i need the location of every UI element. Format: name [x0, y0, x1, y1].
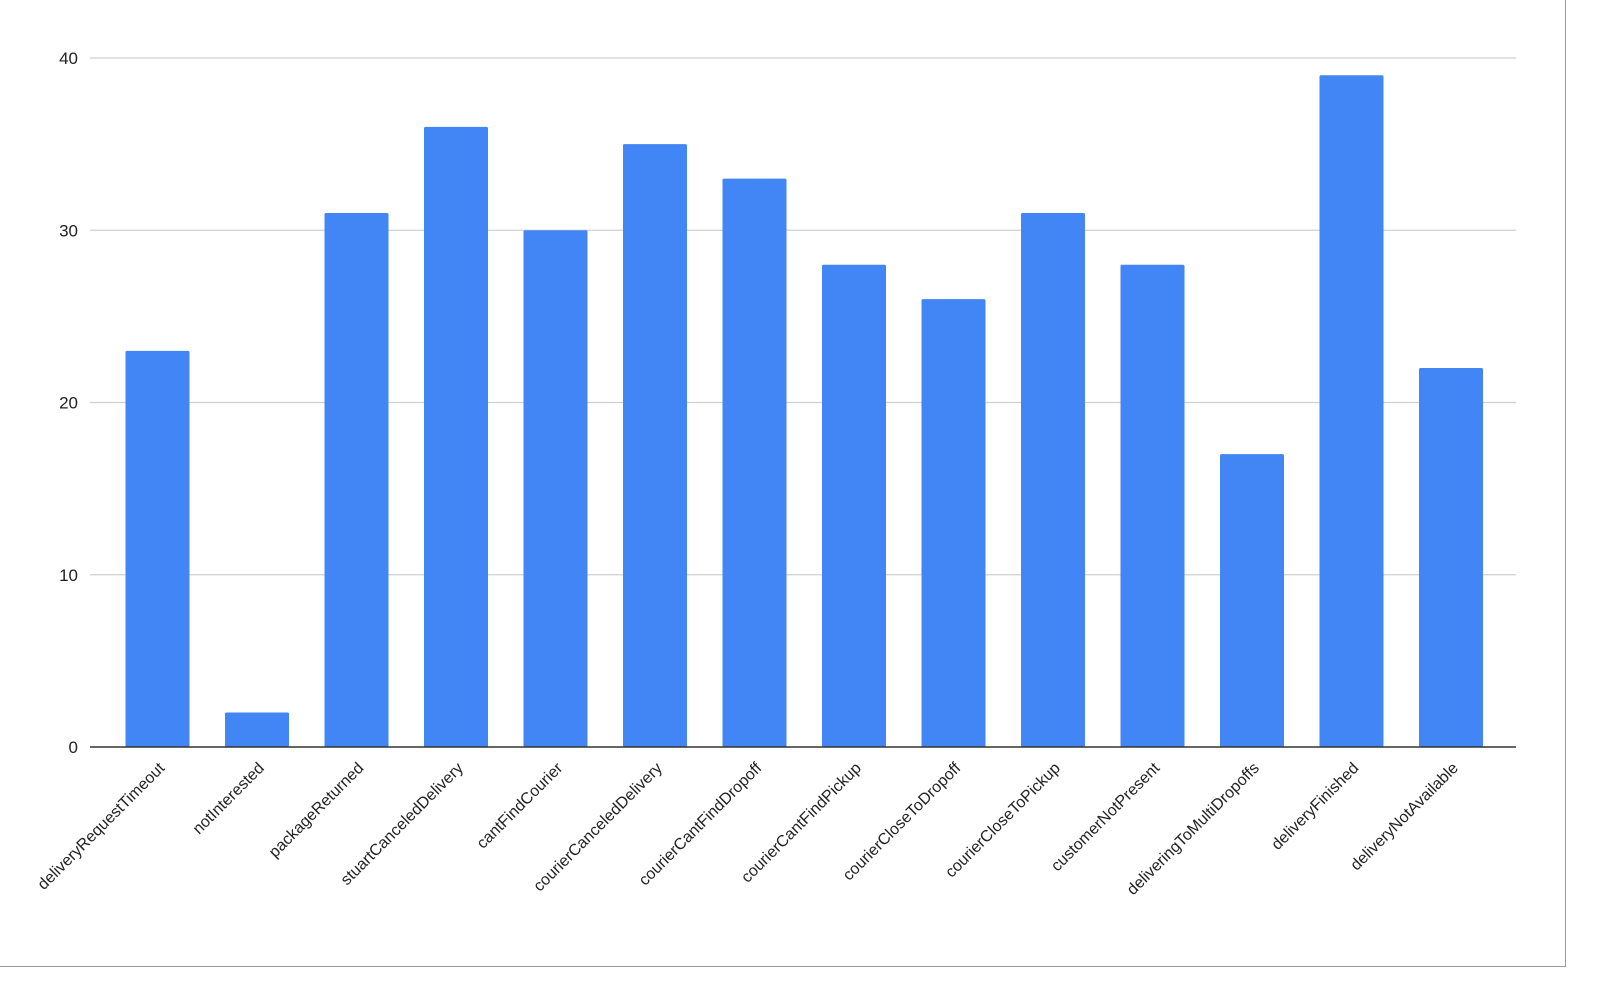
- grid-lines: [90, 57, 1516, 576]
- bar-chart: 0 10 20 30 40 deliveryRequestTimeout notInter…: [35, 49, 1516, 899]
- bar-cantFindCourier: [523, 230, 588, 747]
- bar-packageReturned: [324, 213, 389, 747]
- y-tick-label: 10: [59, 566, 78, 585]
- bar-deliveringToMultiDropoffs: [1220, 454, 1284, 747]
- bar-courierCanceledDelivery: [623, 144, 687, 747]
- x-tick-label: deliveryFinished: [1269, 760, 1363, 854]
- x-tick-label: customerNotPresent: [1048, 759, 1164, 875]
- y-tick-labels: 0 10 20 30 40: [59, 49, 78, 757]
- bar-deliveryRequestTimeout: [125, 350, 190, 747]
- bar-deliveryFinished: [1319, 75, 1384, 748]
- y-tick-label: 0: [69, 738, 78, 757]
- x-tick-label: cantFindCourier: [474, 759, 567, 852]
- bars: [125, 75, 1483, 748]
- x-tick-label: packageReturned: [266, 760, 367, 861]
- bar-courierCloseToDropoff: [921, 299, 986, 747]
- y-tick-label: 20: [59, 394, 78, 413]
- bar-stuartCanceledDelivery: [424, 126, 488, 747]
- x-tick-label: notInterested: [190, 760, 268, 838]
- x-tick-label: courierCloseToPickup: [942, 760, 1064, 882]
- bar-courierCantFindDropoff: [722, 178, 787, 747]
- y-tick-label: 40: [59, 49, 78, 68]
- x-tick-label: deliveryNotAvailable: [1348, 760, 1462, 874]
- x-tick-label: deliveryRequestTimeout: [35, 759, 169, 893]
- bar-courierCantFindPickup: [822, 264, 886, 747]
- bar-customerNotPresent: [1120, 264, 1185, 747]
- bar-notInterested: [225, 712, 289, 747]
- page-margin-right: [1567, 0, 1600, 992]
- page-margin-bottom: [0, 968, 1600, 992]
- y-tick-label: 30: [59, 221, 78, 240]
- bar-deliveryNotAvailable: [1419, 368, 1483, 747]
- bar-courierCloseToPickup: [1021, 213, 1085, 747]
- x-tick-labels: deliveryRequestTimeout notInterestedpacka…: [35, 759, 1462, 898]
